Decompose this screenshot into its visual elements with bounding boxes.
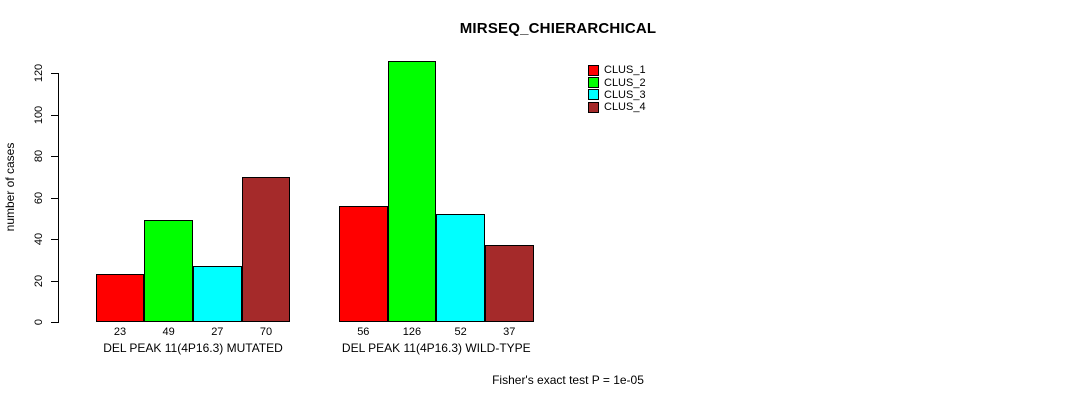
legend: CLUS_1 CLUS_2 CLUS_3 CLUS_4: [588, 64, 646, 114]
y-tick-label: 0: [33, 318, 45, 326]
legend-swatch: [588, 64, 599, 76]
legend-label: CLUS_4: [604, 101, 646, 114]
bar-clus_2-group1: [144, 220, 193, 322]
legend-item-clus_1: CLUS_1: [588, 64, 646, 76]
bar-value-label: 27: [211, 326, 224, 338]
bar-clus_1-group1: [95, 274, 145, 322]
y-tick-label: 80: [33, 149, 45, 163]
bar-clus_2-group2: [387, 60, 437, 322]
y-tick: [51, 73, 58, 74]
bar-clus_4-group1: [241, 176, 291, 322]
legend-item-clus_2: CLUS_2: [588, 76, 646, 89]
y-tick-label: 100: [33, 105, 45, 124]
stat-annotation: Fisher's exact test P = 1e-05: [492, 373, 644, 387]
y-tick: [51, 156, 58, 157]
legend-label: CLUS_2: [604, 76, 646, 89]
bar-value-label: 126: [402, 326, 422, 338]
legend-label: CLUS_1: [604, 64, 646, 77]
bar-clus_3-group2: [436, 214, 485, 322]
y-tick: [51, 197, 58, 199]
y-tick-label: 60: [33, 191, 45, 204]
y-tick: [51, 322, 58, 323]
bar-value-label: 56: [357, 326, 370, 338]
legend-swatch: [588, 89, 599, 101]
y-axis-line: [58, 73, 59, 323]
bar-value-label: 70: [259, 326, 273, 338]
chart-title: MIRSEQ_CHIERARCHICAL: [459, 20, 657, 37]
bar-value-label: 49: [162, 326, 175, 338]
bar-clus_1-group2: [339, 205, 388, 322]
bar-value-label: 52: [454, 326, 467, 338]
x-category-label: DEL PEAK 11(4P16.3) MUTATED: [103, 341, 283, 355]
bar-clus_4-group2: [484, 245, 534, 322]
y-tick-label: 40: [33, 232, 45, 246]
y-tick: [51, 280, 58, 282]
legend-label: CLUS_3: [604, 88, 646, 101]
legend-swatch: [588, 77, 599, 89]
legend-item-clus_3: CLUS_3: [588, 89, 646, 101]
bar-value-label: 37: [503, 326, 516, 338]
y-tick-label: 120: [33, 63, 45, 83]
legend-item-clus_4: CLUS_4: [588, 101, 646, 113]
y-tick: [51, 114, 58, 116]
legend-swatch: [588, 101, 599, 113]
bar-value-label: 23: [113, 326, 127, 338]
x-category-label: DEL PEAK 11(4P16.3) WILD-TYPE: [341, 341, 531, 355]
bar-clus_3-group1: [193, 265, 242, 322]
y-axis-label: number of cases: [3, 142, 17, 232]
y-tick: [51, 239, 58, 240]
y-tick-label: 20: [33, 274, 45, 287]
